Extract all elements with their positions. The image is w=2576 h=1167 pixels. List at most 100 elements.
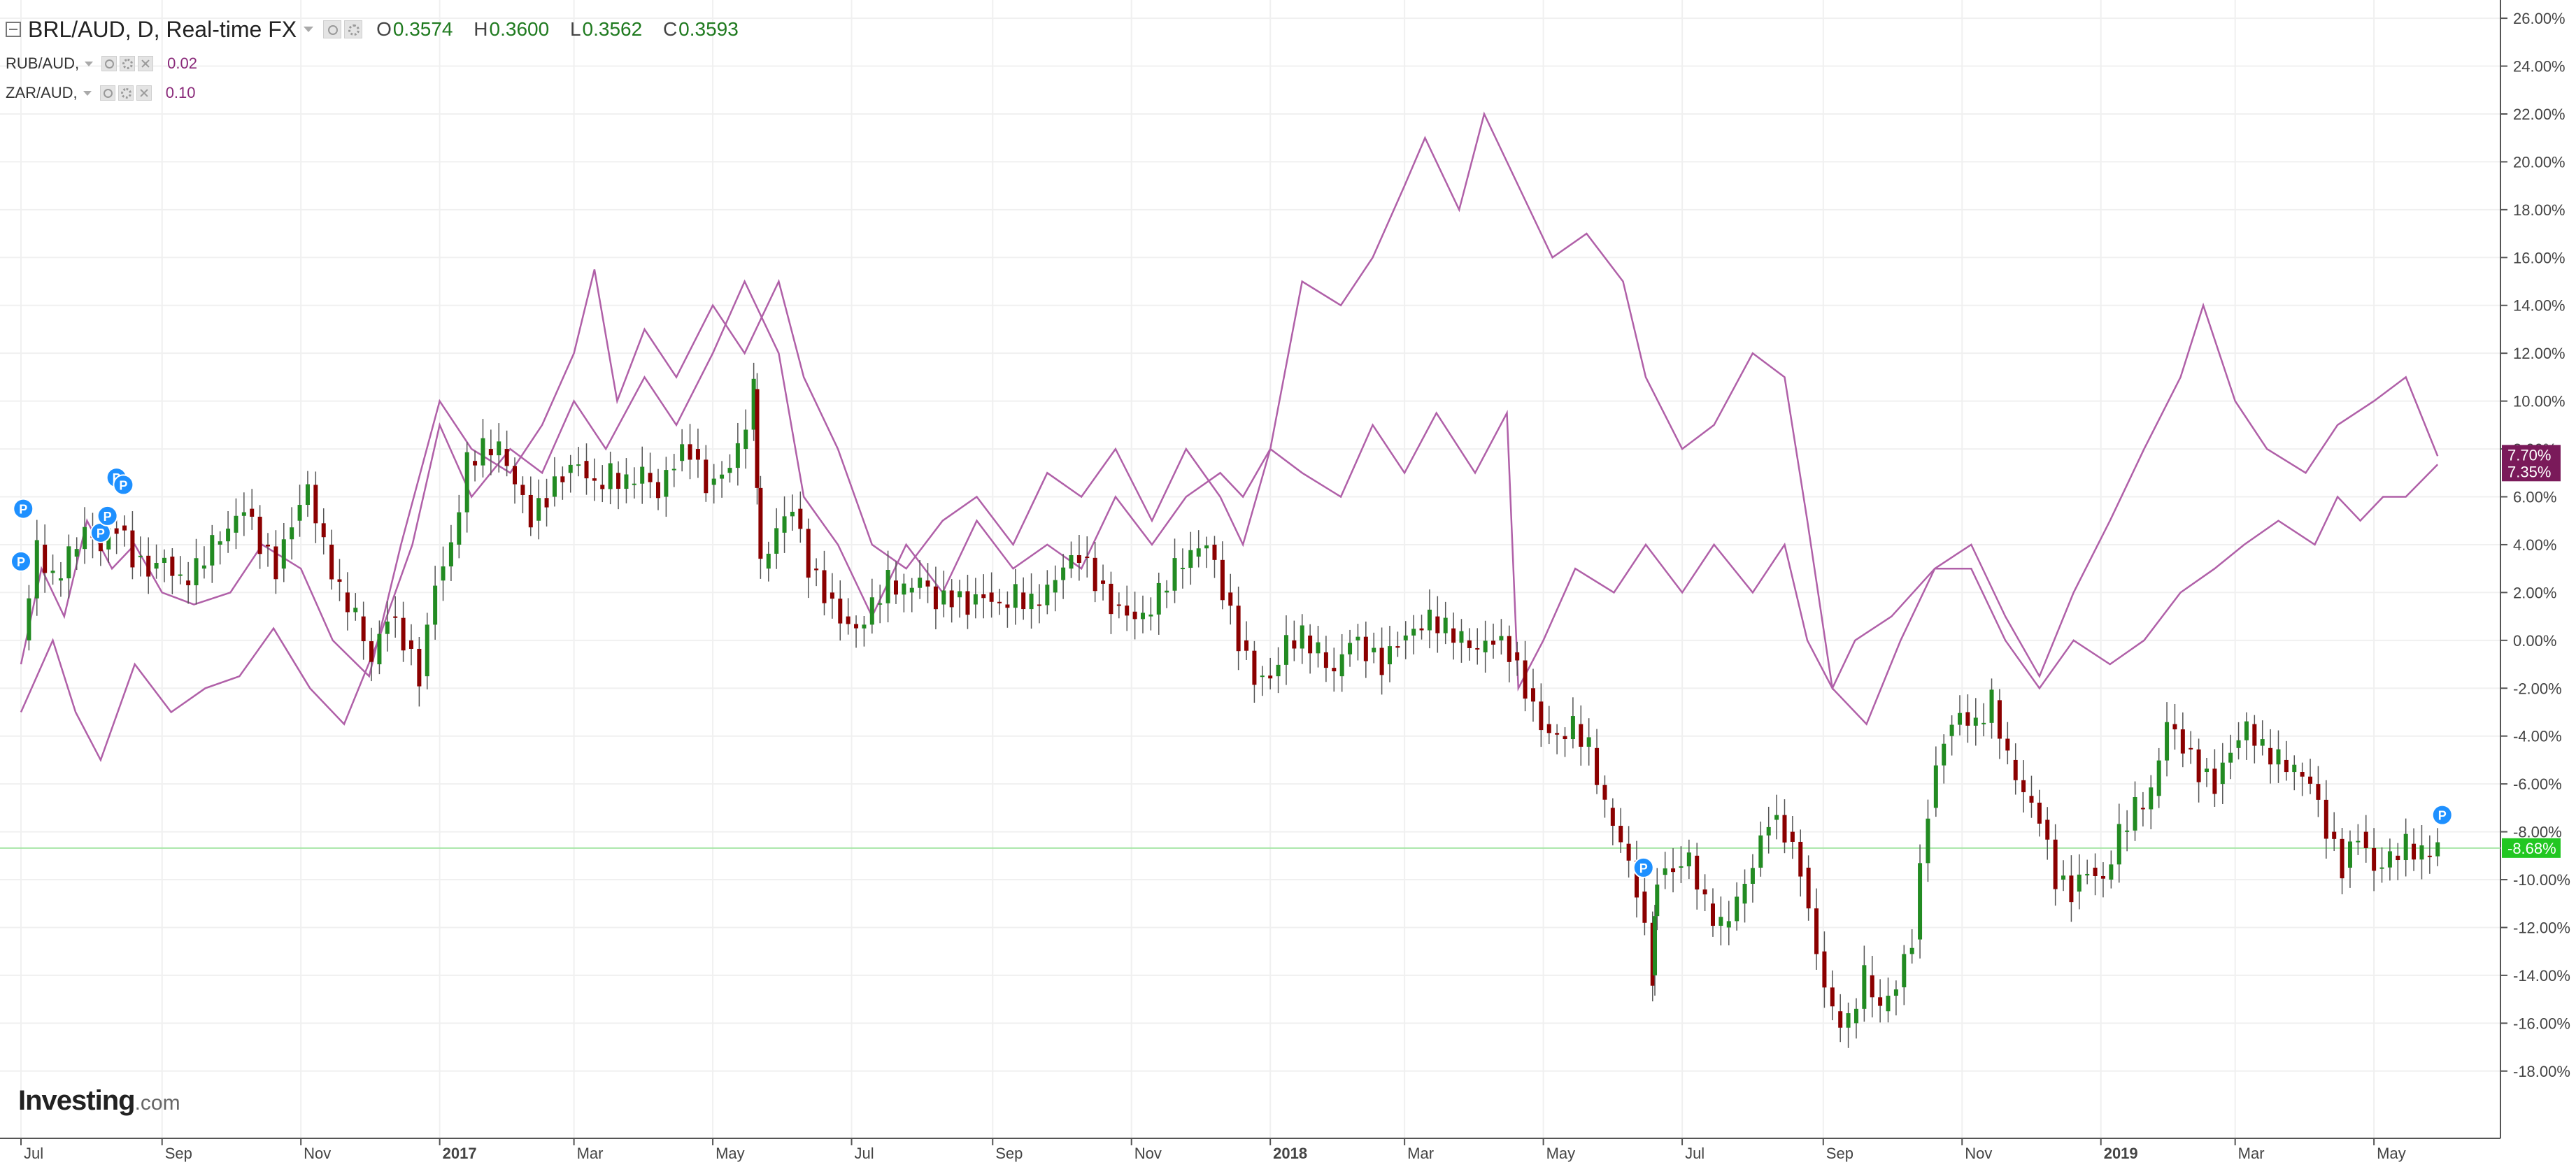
gear-icon[interactable] [120, 56, 136, 71]
x-axis-ticks: Jul Sep Nov 2017 Mar May Jul Sep Nov 2018 Mar May Ju… [20, 1138, 2406, 1162]
candle-up [1886, 996, 1891, 1012]
candle-down [1635, 860, 1639, 898]
candle-down [1602, 785, 1607, 800]
candle-up [74, 549, 79, 557]
candle-down [528, 494, 533, 528]
candle-up [2109, 864, 2114, 880]
candle-down [925, 580, 930, 587]
candle-up [2379, 867, 2384, 869]
chevron-down-icon[interactable] [304, 27, 314, 32]
y-tick-label: 4.00% [2513, 536, 2556, 554]
candle-up [1989, 689, 1994, 723]
compare-symbol-zar[interactable]: ZAR/AUD, [6, 84, 78, 101]
candle-down [1595, 747, 1600, 785]
x-tick-label: 2018 [1273, 1145, 1307, 1162]
candle-down [146, 555, 151, 577]
candle-up [441, 566, 446, 581]
candle-up [2236, 740, 2241, 748]
candle-up [1742, 883, 1747, 904]
event-marker: P [1632, 857, 1654, 878]
legend-compare-row-rub[interactable]: RUB/AUD, 0.02 [6, 49, 754, 78]
candle-down [1419, 628, 1424, 631]
marker-circle [10, 550, 31, 572]
candle-down [1790, 831, 1795, 842]
candle-down [830, 592, 834, 599]
gear-icon[interactable] [344, 20, 363, 38]
candle-up [83, 527, 87, 550]
candle-up [1029, 594, 1034, 610]
close-icon[interactable] [138, 56, 154, 71]
y-tick-label: 26.00% [2513, 10, 2566, 27]
candle-up [1726, 921, 1731, 928]
candle-down [1806, 867, 1811, 909]
legend-main-row[interactable]: BRL/AUD, D, Real-time FX O0.3574 H0.3600… [6, 10, 754, 49]
compare-value-zar: 0.10 [165, 84, 196, 101]
candle-up [1140, 613, 1145, 620]
close-icon[interactable] [136, 85, 152, 101]
candle-down [2396, 855, 2400, 861]
candle-up [1973, 717, 1978, 726]
candle-down [361, 616, 366, 642]
badge-bg [2502, 838, 2561, 858]
candle-up [1926, 818, 1930, 864]
chevron-down-icon[interactable] [83, 90, 92, 96]
candle-up [782, 516, 787, 533]
candle-down [814, 568, 819, 571]
candle-down [1252, 650, 1257, 685]
candle-up [1958, 713, 1962, 725]
candle-down [560, 476, 565, 482]
eye-icon[interactable] [99, 85, 115, 101]
candle-down [114, 528, 119, 534]
candle-up [885, 570, 890, 603]
candle-up [1156, 582, 1161, 615]
symbol-title[interactable]: BRL/AUD, D, Real-time FX [28, 16, 297, 42]
y-tick-label: 14.00% [2513, 297, 2566, 315]
candle-down [393, 616, 398, 618]
candle-up [632, 483, 636, 485]
marker-circle [13, 498, 34, 520]
candle-up [1679, 866, 1684, 868]
candle-up [624, 474, 629, 489]
candle-down [401, 617, 406, 651]
collapse-icon[interactable] [6, 22, 21, 37]
candle-up [1411, 629, 1416, 636]
badge-bg [2502, 445, 2561, 465]
candle-up [305, 484, 310, 506]
y-tick-label: -16.00% [2513, 1015, 2570, 1032]
candle-down [321, 523, 326, 538]
candle-up [664, 470, 669, 497]
candle-up [178, 574, 183, 576]
x-tick-label: Mar [1407, 1145, 1434, 1162]
candle-up [194, 558, 199, 586]
candle-down [1515, 652, 1520, 661]
candle-up [1902, 954, 1907, 988]
candle-up [1180, 568, 1185, 570]
candle-up [1949, 724, 1954, 736]
candle-up [2077, 874, 2082, 892]
candle-down [1965, 712, 1970, 726]
eye-icon[interactable] [101, 56, 118, 71]
eye-icon[interactable] [323, 20, 342, 38]
marker-circle [2431, 804, 2453, 826]
last-value-badge: 7.35% [2502, 461, 2561, 482]
candle-down [2427, 855, 2432, 857]
candle-up [640, 466, 645, 484]
candle-up [1750, 868, 1755, 884]
compare-symbol-rub[interactable]: RUB/AUD, [6, 55, 80, 72]
candle-up [433, 585, 438, 625]
candle-up [1586, 737, 1591, 747]
investing-logo[interactable]: Investing.com [18, 1085, 180, 1117]
candle-down [1005, 604, 1010, 608]
candle-up [2205, 768, 2209, 773]
candle-up [138, 555, 143, 557]
x-tick-label: Sep [995, 1145, 1023, 1162]
logo-brand: Investing [18, 1085, 136, 1116]
chevron-down-icon[interactable] [85, 61, 94, 66]
gear-icon[interactable] [118, 85, 134, 101]
candle-up [1045, 585, 1050, 606]
legend-compare-row-zar[interactable]: ZAR/AUD, 0.10 [6, 78, 754, 108]
candle-down [846, 616, 851, 624]
candle-up [735, 443, 740, 468]
